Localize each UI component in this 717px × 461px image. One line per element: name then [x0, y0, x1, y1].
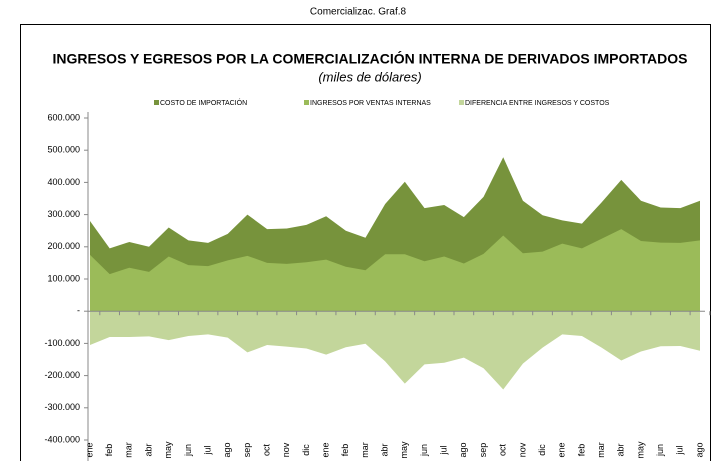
header: Comercializac. Graf.8: [310, 7, 407, 18]
x-tick-label: may: [635, 441, 645, 459]
chart-subtitle: (miles de dólares): [318, 69, 421, 84]
y-tick-label: -200.000: [44, 370, 80, 380]
x-tick-label: jun: [183, 444, 193, 457]
area: [90, 311, 700, 390]
x-tick-label: ago: [222, 442, 232, 457]
x-tick-label: mar: [124, 442, 134, 458]
x-tick-label: jun: [655, 444, 665, 457]
x-tick-label: sep: [478, 443, 488, 458]
x-tick-label: ene: [321, 442, 331, 457]
x-tick-label: jul: [439, 445, 449, 455]
x-tick-label: nov: [517, 442, 527, 457]
x-tick-label: abr: [143, 443, 153, 456]
x-tick-label: oct: [261, 444, 271, 457]
x-tick-label: jul: [202, 445, 212, 455]
legend-label: COSTO DE IMPORTACIÓN: [160, 98, 247, 107]
legend-swatch: [154, 100, 159, 105]
x-tick-label: abr: [380, 443, 390, 456]
y-tick-label: -: [77, 306, 80, 316]
legend-label: INGRESOS POR VENTAS INTERNAS: [310, 100, 431, 107]
area: [90, 229, 700, 312]
x-tick-label: nov: [281, 442, 291, 457]
legend-swatch: [459, 100, 464, 105]
x-tick-label: ene: [84, 442, 94, 457]
chart-title: INGRESOS Y EGRESOS POR LA COMERCIALIZACI…: [53, 50, 688, 67]
x-tick-label: dic: [301, 444, 311, 456]
x-tick-label: feb: [104, 444, 114, 457]
y-tick-label: 300.000: [47, 209, 80, 219]
x-tick-label: feb: [576, 444, 586, 457]
x-tick-label: sep: [242, 443, 252, 458]
y-tick-label: 400.000: [47, 177, 80, 187]
y-tick-label: 600.000: [47, 112, 80, 122]
legend-swatch: [304, 100, 309, 105]
x-tick-label: ene: [557, 442, 567, 457]
y-tick-label: 100.000: [47, 273, 80, 283]
x-tick-label: ago: [694, 442, 704, 457]
x-tick-label: jul: [675, 445, 685, 455]
x-tick-label: dic: [537, 444, 547, 456]
y-tick-label: -100.000: [44, 338, 80, 348]
y-tick-label: -400.000: [44, 434, 80, 444]
chart-frame: [20, 24, 711, 461]
x-tick-label: feb: [340, 444, 350, 457]
x-tick-label: mar: [360, 442, 370, 458]
x-tick-label: mar: [596, 442, 606, 458]
x-tick-label: jun: [419, 444, 429, 457]
y-tick-label: 200.000: [47, 241, 80, 251]
x-tick-label: may: [163, 441, 173, 459]
x-tick-label: may: [399, 441, 409, 459]
x-tick-label: oct: [498, 444, 508, 457]
x-tick-label: ago: [458, 442, 468, 457]
legend-label: DIFERENCIA ENTRE INGRESOS Y COSTOS: [465, 100, 610, 107]
y-tick-label: -300.000: [44, 402, 80, 412]
x-tick-label: abr: [616, 443, 626, 456]
y-tick-label: 500.000: [47, 145, 80, 155]
